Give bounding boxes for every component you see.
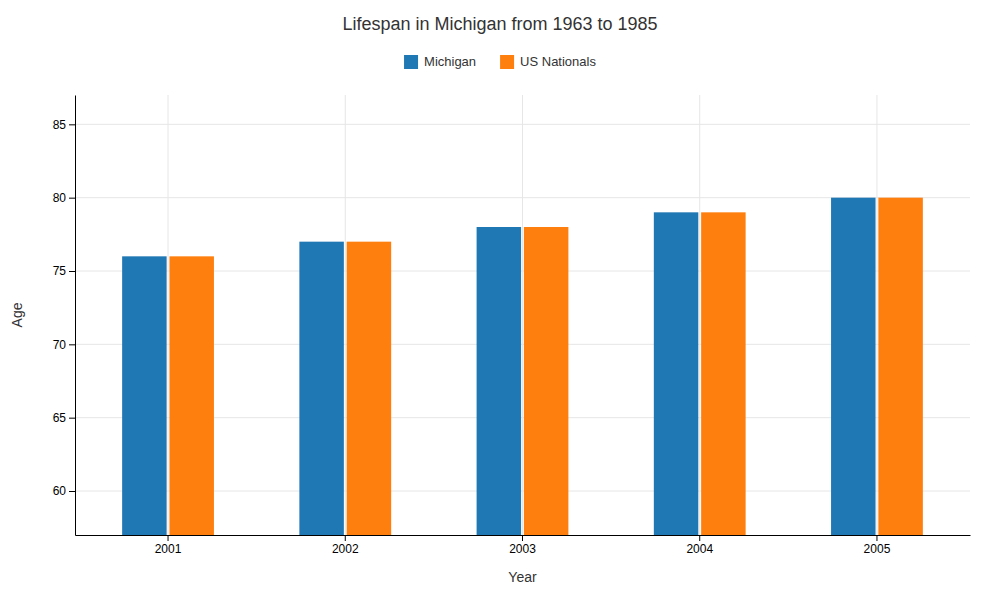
chart-container: 2001 2002 2003 2004 2005 60 65 70 75 80 85 Year Age L… — [0, 0, 1000, 600]
plot: 2001 2002 2003 2004 2005 60 65 70 75 80 85 — [53, 95, 971, 600]
legend-item: US Nationals — [500, 54, 596, 69]
grid-line-x — [168, 95, 169, 535]
y-tick: 65 — [53, 411, 75, 425]
y-tick: 80 — [53, 191, 75, 205]
bar — [524, 227, 568, 535]
legend: Michigan US Nationals — [404, 54, 596, 69]
x-tick-label: 2003 — [509, 542, 536, 556]
y-tick: 60 — [53, 484, 75, 498]
bar — [878, 198, 922, 535]
chart-svg: 2001 2002 2003 2004 2005 60 65 70 75 80 85 Year Age L… — [0, 0, 1000, 600]
bar — [169, 256, 213, 535]
legend-item: Michigan — [404, 54, 476, 69]
bar — [701, 212, 745, 535]
legend-swatch — [404, 55, 418, 69]
x-tick-mark — [522, 535, 523, 541]
bar — [654, 212, 698, 535]
y-tick: 75 — [53, 264, 75, 278]
y-tick: 85 — [53, 118, 75, 132]
bar — [347, 242, 391, 535]
y-tick-label: 70 — [53, 338, 67, 352]
y-tick-label: 75 — [53, 264, 67, 278]
x-tick-label: 2004 — [686, 542, 713, 556]
y-axis: 60 65 70 75 80 85 — [53, 96, 76, 536]
y-tick-mark — [69, 198, 75, 199]
y-tick-label: 60 — [53, 484, 67, 498]
x-tick-mark — [168, 535, 169, 541]
y-axis-title: Age — [9, 302, 25, 327]
bar-series — [169, 198, 922, 535]
bar — [831, 198, 875, 535]
y-axis-line — [75, 96, 76, 536]
y-tick-mark — [69, 271, 75, 272]
x-tick-label: 2005 — [864, 542, 891, 556]
x-tick-mark — [876, 535, 877, 541]
grid-line-x — [699, 95, 700, 535]
legend-swatch — [500, 55, 514, 69]
y-tick-label: 80 — [53, 191, 67, 205]
y-tick: 70 — [53, 338, 75, 352]
x-axis: 2001 2002 2003 2004 2005 — [76, 535, 971, 556]
grid-line-x — [876, 95, 877, 535]
bars — [122, 198, 923, 535]
x-tick-mark — [345, 535, 346, 541]
title: Lifespan in Michigan from 1963 to 1985 — [342, 14, 657, 34]
grid-line-x — [345, 95, 346, 535]
y-tick-label: 85 — [53, 118, 67, 132]
x-tick-label: 2001 — [155, 542, 182, 556]
y-tick-label: 65 — [53, 411, 67, 425]
x-tick-label: 2002 — [332, 542, 359, 556]
bar — [122, 256, 166, 535]
y-tick-mark — [69, 124, 75, 125]
x-tick: 2005 — [864, 535, 891, 556]
bar-series — [122, 198, 875, 535]
x-tick: 2002 — [332, 535, 359, 556]
bar — [477, 227, 521, 535]
grid-line-x — [522, 95, 523, 535]
y-tick-mark — [69, 344, 75, 345]
bar — [299, 242, 343, 535]
x-tick: 2003 — [509, 535, 536, 556]
legend-label: US Nationals — [520, 54, 596, 69]
x-tick-mark — [699, 535, 700, 541]
x-tick: 2004 — [686, 535, 713, 556]
y-tick-mark — [69, 418, 75, 419]
x-tick: 2001 — [155, 535, 182, 556]
y-tick-mark — [69, 491, 75, 492]
x-axis-title: Year — [508, 569, 537, 585]
legend-label: Michigan — [424, 54, 476, 69]
